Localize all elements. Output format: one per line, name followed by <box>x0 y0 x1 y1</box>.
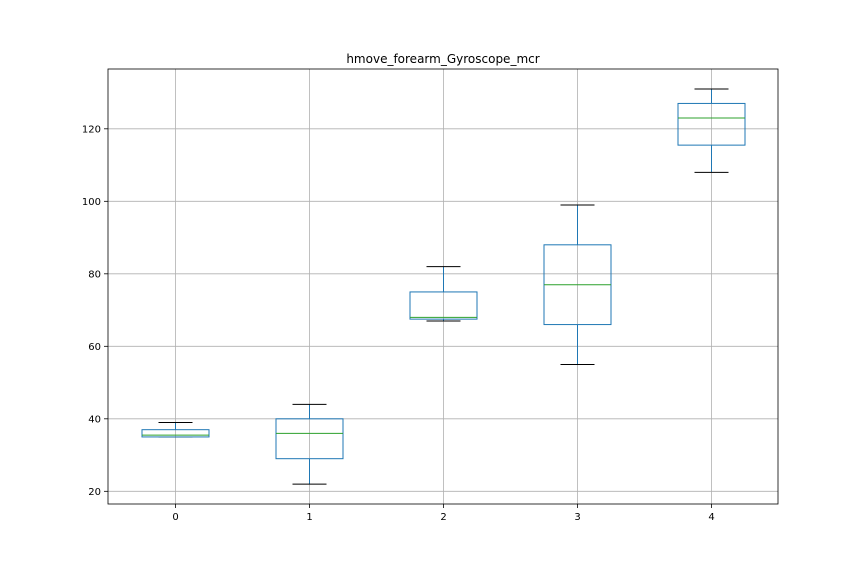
iqr-box <box>677 102 746 146</box>
x-tick-label: 4 <box>708 512 714 523</box>
iqr-box <box>141 429 210 438</box>
iqr-box <box>275 418 344 460</box>
box-2 <box>409 266 478 322</box>
chart-title: hmove_forearm_Gyroscope_mcr <box>346 52 539 66</box>
y-tick-label: 120 <box>82 124 101 135</box>
y-tick-label: 80 <box>88 269 101 280</box>
y-tick-label: 40 <box>88 414 101 425</box>
y-tick-label: 100 <box>82 197 101 208</box>
y-tick-label: 60 <box>88 342 101 353</box>
axes: 20 40 60 80 100 120 0 1 2 3 4 <box>82 124 715 523</box>
box-1 <box>275 403 344 485</box>
plot-frame <box>107 68 779 505</box>
x-tick-label: 0 <box>172 512 178 523</box>
x-tick-label: 3 <box>574 512 580 523</box>
boxes <box>141 88 746 485</box>
gridlines <box>108 69 778 504</box>
box-3 <box>543 204 612 365</box>
x-tick-label: 1 <box>306 512 312 523</box>
box-0 <box>141 421 210 438</box>
y-tick-label: 20 <box>88 487 101 498</box>
box-4 <box>677 88 746 173</box>
iqr-box <box>409 291 478 320</box>
x-tick-label: 2 <box>440 512 446 523</box>
